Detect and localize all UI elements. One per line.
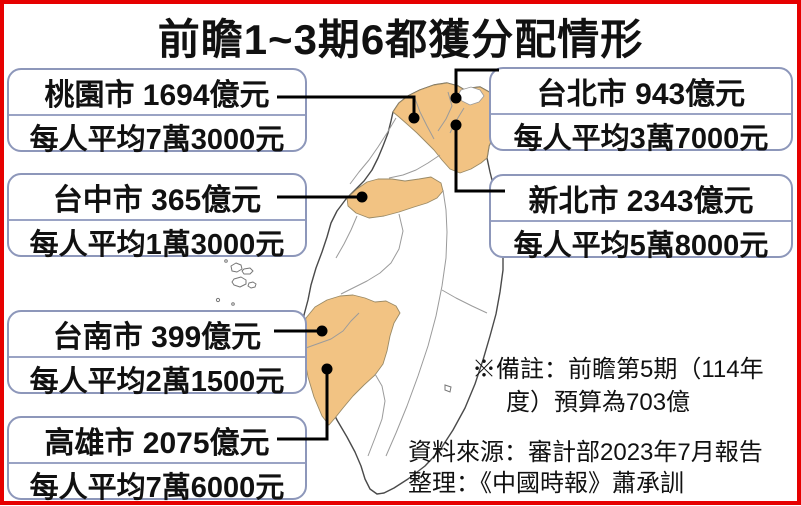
credit-line: 整理：《中國時報》蕭承訓	[408, 470, 684, 497]
green-island	[444, 384, 452, 393]
callout-taichung: 台中市 365億元 每人平均1萬3000元	[7, 173, 307, 261]
county-border-lines	[302, 91, 488, 457]
penghu-islands	[215, 259, 257, 306]
taoyuan-per-capita-label: 每人平均7萬3000元	[29, 124, 285, 156]
taichung-per-capita-label: 每人平均1萬3000元	[29, 229, 285, 261]
kaohsiung-amount-label: 高雄市 2075億元	[9, 418, 305, 464]
source-line: 資料來源：審計部2023年7月報告	[408, 439, 763, 466]
page-title: 前瞻1~3期6都獲分配情形	[157, 16, 644, 63]
xinbei-per-capita-label: 每人平均5萬8000元	[513, 230, 769, 262]
footnote: ※備註：前瞻第5期（114年 度）預算為703億	[472, 353, 794, 419]
callout-xinbei: 新北市 2343億元 每人平均5萬8000元	[489, 174, 793, 262]
xinbei-amount-label: 新北市 2343億元	[491, 176, 791, 222]
footnote-line1: ※備註：前瞻第5期（114年	[472, 356, 764, 383]
kaohsiung-per-capita-label: 每人平均7萬6000元	[29, 472, 285, 504]
taipei-amount-label: 台北市 943億元	[491, 69, 791, 115]
tainan-per-capita-label: 每人平均2萬1500元	[29, 366, 285, 398]
taichung-amount-label: 台中市 365億元	[9, 175, 305, 221]
callout-taoyuan: 桃園市 1694億元 每人平均7萬3000元	[7, 68, 307, 156]
taipei-per-capita-label: 每人平均3萬7000元	[513, 123, 769, 155]
taoyuan-amount-label: 桃園市 1694億元	[9, 70, 305, 116]
callout-kaohsiung: 高雄市 2075億元 每人平均7萬6000元	[7, 416, 307, 504]
footnote-line2: 度）預算為703億	[506, 389, 691, 416]
source-credit: 資料來源：審計部2023年7月報告 整理：《中國時報》蕭承訓	[408, 437, 794, 499]
callout-tainan: 台南市 399億元 每人平均2萬1500元	[7, 310, 307, 398]
tainan-amount-label: 台南市 399億元	[9, 312, 305, 358]
callout-taipei: 台北市 943億元 每人平均3萬7000元	[489, 67, 793, 155]
